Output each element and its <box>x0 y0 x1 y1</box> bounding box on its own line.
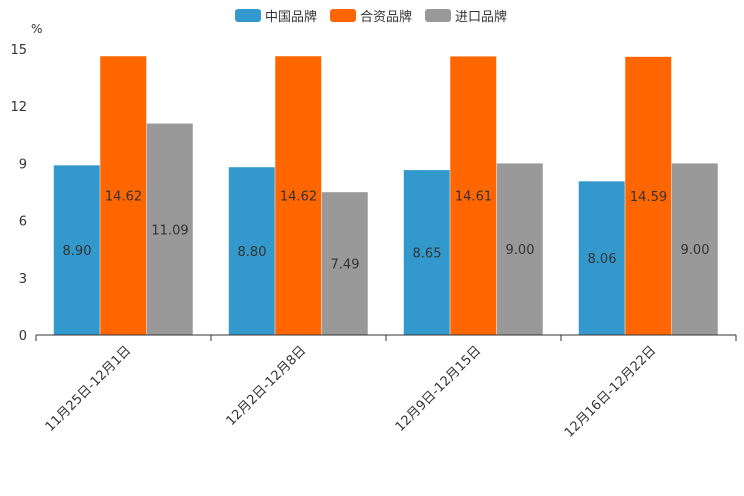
data-label: 9.00 <box>681 243 710 258</box>
y-tick-label: 3 <box>19 272 27 287</box>
bar <box>146 123 193 336</box>
x-axis: 11月25日-12月1日 12月2日-12月8日 12月9日-12月15日 12月16… <box>35 334 737 441</box>
data-label: 8.80 <box>238 245 267 260</box>
bar <box>275 56 322 336</box>
legend-swatch <box>425 9 451 22</box>
y-tick-label: 0 <box>19 329 27 344</box>
bar <box>100 56 147 336</box>
x-category-label: 12月16日-12月22日 <box>562 343 659 440</box>
bar <box>228 167 275 335</box>
y-axis: 0 3 6 9 12 15 <box>10 43 27 344</box>
legend: 中国品牌 合资品牌 进口品牌 <box>235 9 507 25</box>
legend-label: 合资品牌 <box>360 9 412 25</box>
data-label: 11.09 <box>151 223 188 238</box>
y-tick-label: 9 <box>19 157 27 172</box>
data-label: 14.61 <box>455 190 492 205</box>
y-tick-label: 12 <box>10 100 27 115</box>
legend-swatch <box>235 9 261 22</box>
x-category-label: 12月9日-12月15日 <box>393 343 485 435</box>
data-label: 14.62 <box>280 190 317 205</box>
bar <box>403 170 450 335</box>
bar <box>321 192 368 335</box>
bar <box>496 163 543 335</box>
y-axis-unit-label: % <box>31 22 42 36</box>
bar <box>53 165 100 335</box>
legend-label: 中国品牌 <box>265 9 317 25</box>
x-category-label: 12月2日-12月8日 <box>224 343 310 429</box>
y-tick-label: 6 <box>19 215 27 230</box>
y-tick-label: 15 <box>10 43 27 58</box>
data-label: 14.59 <box>630 190 667 205</box>
data-label: 8.90 <box>63 244 92 259</box>
bar <box>450 56 497 335</box>
legend-label: 进口品牌 <box>455 9 507 25</box>
legend-swatch <box>330 9 356 22</box>
data-label: 9.00 <box>506 243 535 258</box>
bar <box>578 181 625 335</box>
bars: 8.90 14.62 11.09 8.80 14.62 7.49 8.65 14.61 9.00… <box>53 56 718 336</box>
data-label: 14.62 <box>105 190 142 205</box>
bar <box>625 56 672 336</box>
bar <box>671 163 718 335</box>
data-label: 8.06 <box>588 252 617 267</box>
data-label: 8.65 <box>413 247 442 262</box>
data-label: 7.49 <box>331 258 360 273</box>
x-category-label: 11月25日-12月1日 <box>43 343 135 435</box>
